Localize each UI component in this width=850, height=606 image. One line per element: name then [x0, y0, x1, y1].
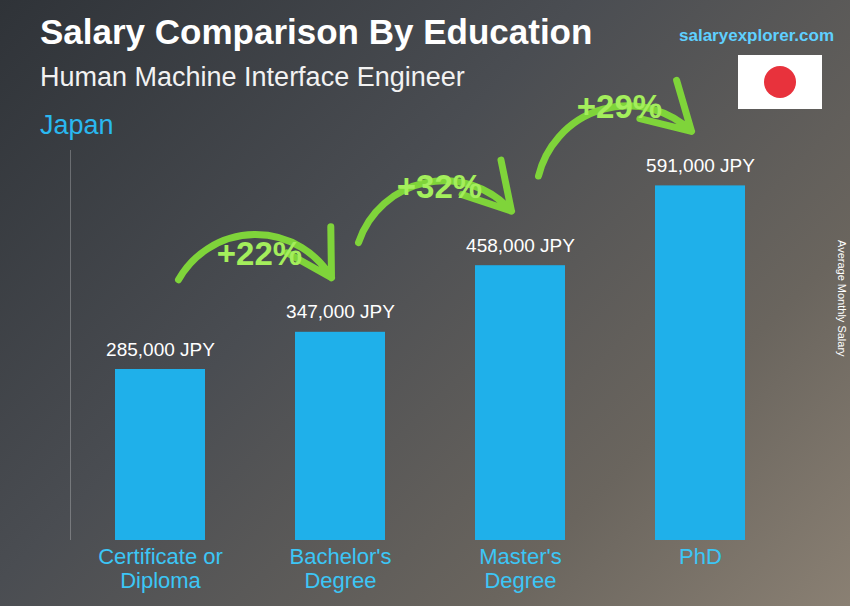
svg-text:+29%: +29%	[577, 88, 662, 125]
html-text:Human Machine Interface Engine: Human Machine Interface Engineer	[40, 62, 465, 92]
svg-text:Bachelor'sDegree: Bachelor'sDegree	[289, 544, 391, 593]
svg-text:Certificate orDiploma: Certificate orDiploma	[98, 544, 223, 593]
svg-text:347,000 JPY: 347,000 JPY	[286, 301, 395, 322]
svg-text:Master'sDegree: Master'sDegree	[479, 544, 561, 593]
html-text:Average Monthly Salary: Average Monthly Salary	[836, 240, 848, 357]
svg-text:+32%: +32%	[397, 168, 482, 205]
html-text:Salary Comparison By Education: Salary Comparison By Education	[40, 12, 593, 51]
svg-text:+22%: +22%	[217, 235, 302, 272]
svg-text:PhD: PhD	[679, 544, 722, 569]
html-text:Japan: Japan	[40, 110, 114, 140]
svg-text:285,000 JPY: 285,000 JPY	[106, 339, 215, 360]
svg-text:458,000 JPY: 458,000 JPY	[466, 235, 575, 256]
html-text:salaryexplorer.com: salaryexplorer.com	[679, 26, 834, 45]
svg-text:591,000 JPY: 591,000 JPY	[646, 155, 755, 176]
